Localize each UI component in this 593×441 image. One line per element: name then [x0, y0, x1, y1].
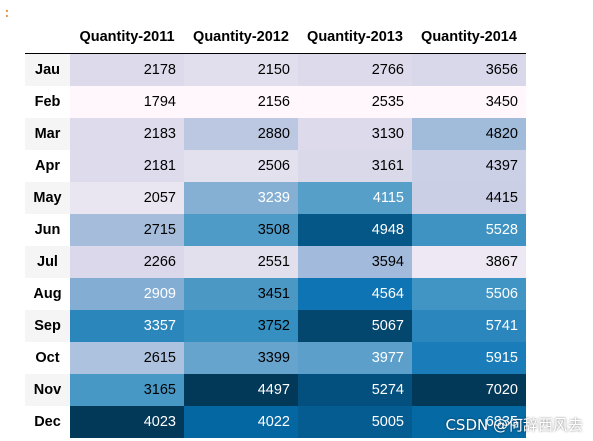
table-cell: 5506 — [412, 278, 526, 310]
csdn-watermark: CSDN @何辞西风去 — [445, 416, 583, 434]
table-cell: 4820 — [412, 118, 526, 150]
table-row: Mar 2183 2880 3130 4820 — [25, 118, 526, 150]
table-cell: 2715 — [70, 214, 184, 246]
row-index-label: Aug — [33, 286, 62, 302]
row-index-label: Dec — [34, 414, 61, 430]
table-cell: 2909 — [70, 278, 184, 310]
table-cell: 2156 — [184, 86, 298, 118]
table-cell: 5741 — [412, 310, 526, 342]
table-row: Jul 2266 2551 3594 3867 — [25, 246, 526, 278]
table-cell: 2506 — [184, 150, 298, 182]
table-cell: 2178 — [70, 53, 184, 86]
table-row: Jau 2178 2150 2766 3656 — [25, 53, 526, 86]
table-cell: 4022 — [184, 406, 298, 438]
table-cell: 2615 — [70, 342, 184, 374]
table-cell: 2551 — [184, 246, 298, 278]
table-row: Dec 4023 4022 5005 6835 — [25, 406, 526, 438]
table-cell: 3752 — [184, 310, 298, 342]
column-header: Quantity-2013 — [298, 21, 412, 54]
table-cell: 2057 — [70, 182, 184, 214]
table-cell: 3165 — [70, 374, 184, 406]
row-index-label: Sep — [25, 310, 70, 342]
table-cell: 2535 — [298, 86, 412, 118]
row-index-label: Oct — [35, 350, 60, 366]
table-cell: 2183 — [70, 118, 184, 150]
table-cell: 3399 — [184, 342, 298, 374]
table-cell: 5067 — [298, 310, 412, 342]
table-cell: 6835 — [412, 406, 526, 438]
table-cell: 5274 — [298, 374, 412, 406]
table-cell: 7020 — [412, 374, 526, 406]
table-cell: 3451 — [184, 278, 298, 310]
row-index-label: Jau — [25, 53, 70, 86]
table-row: Jun 2715 3508 4948 5528 — [25, 214, 526, 246]
column-header: Quantity-2011 — [70, 21, 184, 54]
row-index-label: Feb — [34, 94, 61, 110]
table-cell: 4497 — [184, 374, 298, 406]
table-cell: 5005 — [298, 406, 412, 438]
table-cell: 3357 — [70, 310, 184, 342]
row-index-label: May — [25, 182, 70, 214]
table-cell: 2266 — [70, 246, 184, 278]
table-cell: 3508 — [184, 214, 298, 246]
table-cell: 3161 — [298, 150, 412, 182]
table-row: Aug 2909 3451 4564 5506 — [25, 278, 526, 310]
table-cell: 4023 — [70, 406, 184, 438]
row-index-label: Jul — [25, 246, 70, 278]
table-cell: 4397 — [412, 150, 526, 182]
row-index-label: Jun — [34, 222, 61, 238]
table-cell: 3450 — [412, 86, 526, 118]
table-cell: 2150 — [184, 53, 298, 86]
table-row: Nov 3165 4497 5274 7020 — [25, 374, 526, 406]
table-cell: 3594 — [298, 246, 412, 278]
table-cell: 2880 — [184, 118, 298, 150]
table-cell: 1794 — [70, 86, 184, 118]
table-row: Sep 3357 3752 5067 5741 — [25, 310, 526, 342]
row-index-label: Nov — [25, 374, 70, 406]
row-index-label: Apr — [35, 158, 60, 174]
table-cell: 5528 — [412, 214, 526, 246]
table-cell: 3130 — [298, 118, 412, 150]
table-row: Apr 2181 2506 3161 4397 — [25, 150, 526, 182]
table-cell: 2181 — [70, 150, 184, 182]
column-header: Quantity-2012 — [184, 21, 298, 54]
row-index-label: Mar — [25, 118, 70, 150]
column-header: Quantity-2014 — [412, 21, 526, 54]
table-header-row: Quantity-2011 Quantity-2012 Quantity-201… — [25, 21, 526, 54]
table-cell: 4115 — [298, 182, 412, 214]
output-prompt-marker: : — [3, 6, 11, 21]
styled-dataframe-table: Quantity-2011 Quantity-2012 Quantity-201… — [25, 21, 526, 438]
table-body: Jau 2178 2150 2766 3656 Feb 1794 2156 2535 3450 Ma… — [25, 53, 526, 438]
table-cell: 4415 — [412, 182, 526, 214]
table-cell: 4564 — [298, 278, 412, 310]
table-row: Feb 1794 2156 2535 3450 — [25, 86, 526, 118]
table-row: May 2057 3239 4115 4415 — [25, 182, 526, 214]
table-row: Oct 2615 3399 3977 5915 — [25, 342, 526, 374]
table-cell: 5915 — [412, 342, 526, 374]
table-cell: 3239 — [184, 182, 298, 214]
table-cell: 3867 — [412, 246, 526, 278]
table-cell: 2766 — [298, 53, 412, 86]
table-cell: 3656 — [412, 53, 526, 86]
index-header-blank — [25, 21, 70, 54]
table-cell: 4948 — [298, 214, 412, 246]
table-cell: 3977 — [298, 342, 412, 374]
